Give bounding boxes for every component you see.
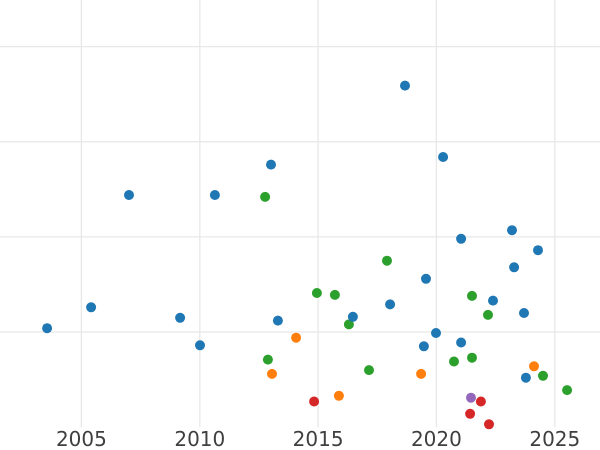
scatter-point-blue <box>431 328 441 338</box>
scatter-point-green <box>467 290 477 301</box>
scatter-point-blue <box>533 245 543 256</box>
x-tick-label: 2010 <box>174 427 225 450</box>
scatter-point-blue <box>209 190 220 200</box>
scatter-point-blue <box>195 340 205 351</box>
scatter-point-orange <box>416 368 427 379</box>
scatter-point-blue <box>175 312 186 323</box>
x-tick-label: 2005 <box>56 427 107 450</box>
scatter-point-green <box>449 356 459 367</box>
scatter-point-red <box>309 396 320 407</box>
scatter-point-green <box>562 385 573 396</box>
scatter-point-orange <box>333 390 344 401</box>
scatter-point-blue <box>272 315 283 326</box>
scatter-point-green <box>364 365 374 376</box>
scatter-point-green <box>538 370 548 381</box>
scatter-point-blue <box>385 299 396 310</box>
scatter-point-blue <box>488 295 498 306</box>
scatter-point-green <box>467 352 477 363</box>
scatter-point-blue <box>507 225 517 236</box>
scatter-point-blue <box>509 262 520 273</box>
scatter-point-green <box>343 319 354 330</box>
scatter-point-blue <box>124 190 134 200</box>
scatter-point-blue <box>400 80 410 91</box>
x-tick-label: 2025 <box>529 427 580 450</box>
scatter-point-red <box>465 408 476 419</box>
scatter-point-red <box>475 396 486 407</box>
scatter-point-blue <box>347 311 358 322</box>
scatter-point-blue <box>266 159 276 170</box>
scatter-point-green <box>483 309 493 320</box>
scatter-point-green <box>311 288 322 298</box>
x-tick-label: 2020 <box>411 427 462 450</box>
scatter-point-blue <box>456 233 467 244</box>
scatter-point-blue <box>519 308 529 318</box>
scatter-point-red <box>484 419 494 430</box>
scatter-point-green <box>260 191 271 202</box>
scatter-point-blue <box>520 372 531 383</box>
scatter-point-purple <box>466 392 476 403</box>
scatter-point-blue <box>42 323 53 334</box>
scatter-point-blue <box>418 341 429 352</box>
scatter-point-orange <box>529 361 539 372</box>
x-tick-label: 2015 <box>293 427 344 450</box>
scatter-point-orange <box>267 368 277 379</box>
scatter-point-green <box>329 289 340 300</box>
scatter-point-blue <box>421 273 431 284</box>
scatter-point-green <box>262 354 273 365</box>
scatter-point-blue <box>438 152 449 162</box>
scatter-point-green <box>382 255 392 266</box>
scatter-point-blue <box>86 302 97 313</box>
scatter-point-orange <box>291 332 302 343</box>
scatter-point-blue <box>456 337 467 348</box>
